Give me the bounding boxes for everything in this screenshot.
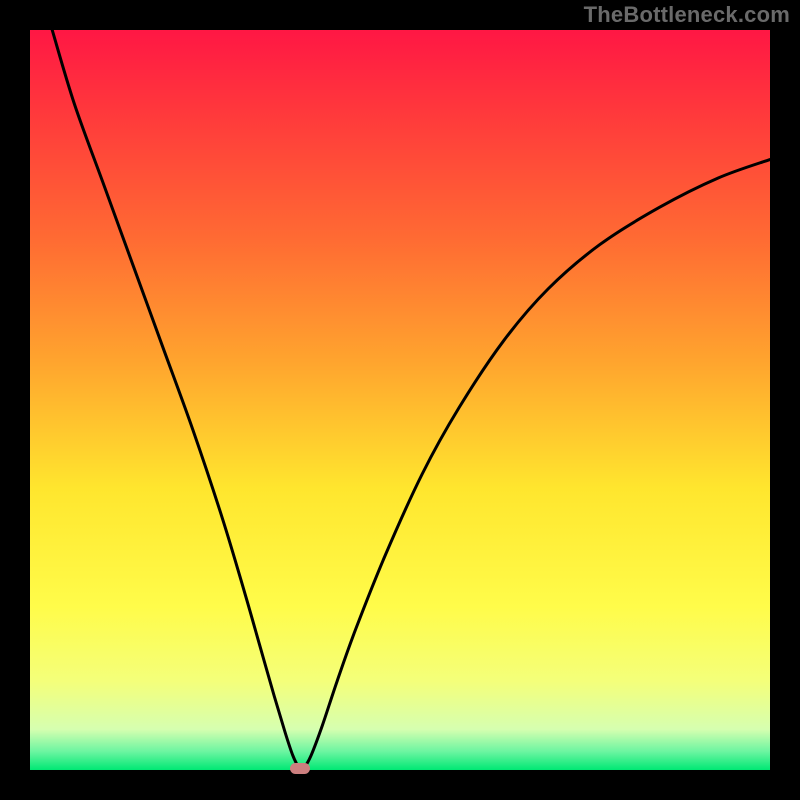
- plot-area: [30, 30, 770, 770]
- bottleneck-curve: [30, 30, 770, 770]
- watermark-text: TheBottleneck.com: [584, 2, 790, 28]
- chart-frame: TheBottleneck.com: [0, 0, 800, 800]
- curve-right-branch: [305, 160, 770, 767]
- optimum-marker: [290, 763, 309, 773]
- curve-left-branch: [52, 30, 298, 766]
